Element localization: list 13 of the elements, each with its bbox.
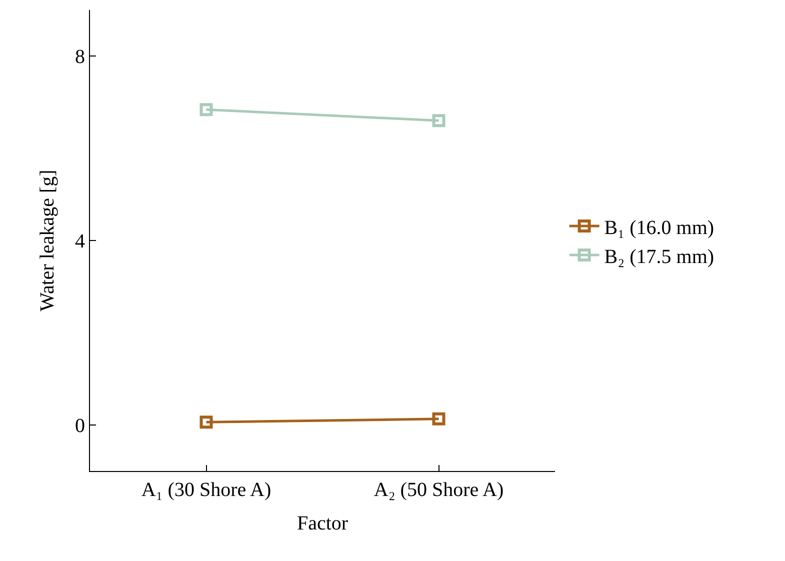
legend-label: B₁ (16.0 mm) bbox=[604, 216, 714, 239]
y-axis-title: Water leakage [g] bbox=[36, 170, 58, 312]
point bbox=[200, 416, 213, 429]
point bbox=[432, 114, 446, 128]
y-tick-label: 4 bbox=[75, 230, 85, 252]
x-axis-title: Factor bbox=[296, 512, 348, 534]
x-tick-label: A₂ (50 Shore A) bbox=[374, 479, 504, 501]
point bbox=[200, 103, 213, 116]
point bbox=[432, 412, 446, 426]
y-tick-label: 8 bbox=[75, 46, 85, 68]
legend-label: B₂ (17.5 mm) bbox=[604, 246, 714, 268]
y-tick-label: 0 bbox=[75, 414, 85, 437]
x-tick-label: A₁ (30 Shore A) bbox=[141, 479, 272, 501]
